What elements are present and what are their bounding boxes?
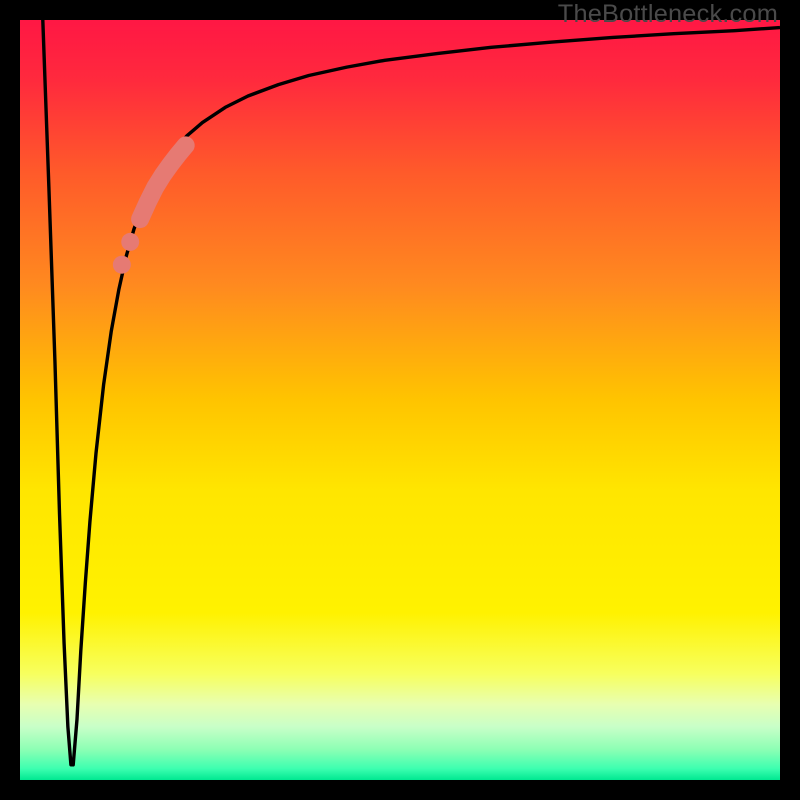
highlight-main-segment [140, 145, 186, 219]
bottleneck-curve [43, 20, 780, 765]
highlight-dot-2 [113, 256, 131, 274]
plot-area [20, 20, 780, 780]
curve-layer [20, 20, 780, 780]
chart-frame: TheBottleneck.com [0, 0, 800, 800]
highlight-dot-1 [121, 233, 139, 251]
